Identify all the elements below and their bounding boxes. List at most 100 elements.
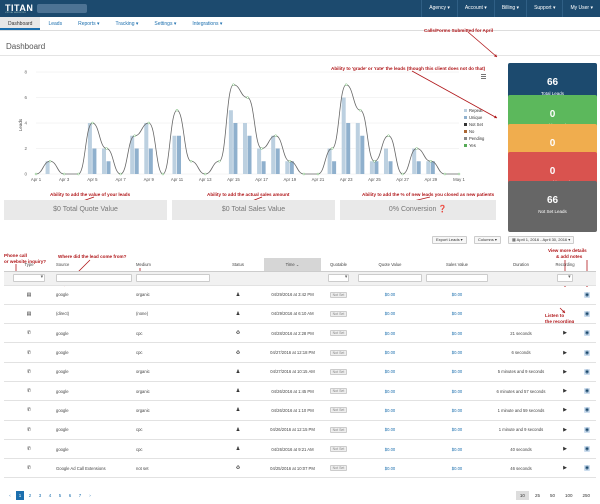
quotable-badge[interactable]: Not Set [329, 349, 348, 356]
play-recording-icon[interactable]: ▶ [563, 426, 567, 433]
per-page-option[interactable]: 50 [549, 493, 555, 498]
play-recording-icon[interactable]: ▶ [563, 330, 567, 337]
col-quote-value[interactable]: Quote Value [356, 258, 424, 272]
sales-value-cell[interactable]: $0.00 [451, 407, 463, 413]
table-row[interactable]: ▤ google organic ♟ 04/29/2016 at 3:42 PM Not … [4, 285, 596, 305]
table-row[interactable]: ✆ google organic ♟ 04/26/2016 at 1:10 PM Not … [4, 400, 596, 421]
type-icon[interactable]: ✆ [26, 407, 32, 414]
table-row[interactable]: ✆ google cpc ♟ 04/26/2016 at 12:15 PM Not Set… [4, 420, 596, 440]
quotable-badge[interactable]: Not Set [329, 388, 348, 395]
tab-settings[interactable]: Settings ▾ [154, 21, 177, 27]
view-details-icon[interactable]: ◉ [583, 426, 591, 433]
quote-value-cell[interactable]: $0.00 [384, 311, 396, 317]
quotable-filter[interactable] [327, 274, 350, 282]
quotable-badge[interactable]: Not Set [329, 407, 348, 414]
per-page-option[interactable]: 10 [515, 491, 529, 500]
view-details-icon[interactable]: ◉ [583, 330, 591, 337]
quotable-badge[interactable]: Not Set [329, 446, 348, 453]
tab-tracking[interactable]: Tracking ▾ [115, 21, 139, 27]
logo[interactable]: TITAN [5, 3, 34, 13]
play-recording-icon[interactable]: ▶ [563, 349, 567, 356]
sales-value-cell[interactable]: $0.00 [451, 311, 463, 317]
sales-value-cell[interactable]: $0.00 [451, 465, 463, 471]
page-link[interactable]: 2 [28, 493, 32, 498]
table-row[interactable]: ✆ google organic ♟ 04/26/2016 at 1:45 PM Not … [4, 381, 596, 402]
sales-value-cell[interactable]: $0.00 [451, 292, 463, 298]
per-page-option[interactable]: 250 [582, 493, 590, 498]
table-row[interactable]: ✆ Google Ad Call Extensions not set ♻ 04/25/… [4, 458, 596, 479]
page-link[interactable]: 4 [48, 493, 52, 498]
col-quotable[interactable]: Quotable [321, 258, 356, 272]
quote-value-cell[interactable]: $0.00 [384, 350, 396, 356]
tab-integrations[interactable]: Integrations ▾ [192, 21, 223, 27]
view-details-icon[interactable]: ◉ [583, 465, 591, 472]
sales-value-cell[interactable]: $0.00 [451, 330, 463, 336]
sales-value-cell[interactable]: $0.00 [451, 369, 463, 375]
play-recording-icon[interactable]: ▶ [563, 368, 567, 375]
quote-value-cell[interactable]: $0.00 [384, 465, 396, 471]
sales-value-cell[interactable]: $0.00 [451, 446, 463, 452]
page-link[interactable]: 3 [38, 493, 42, 498]
type-icon[interactable]: ✆ [26, 426, 32, 433]
quotable-badge[interactable]: Not Set [329, 368, 348, 375]
col-type[interactable]: Type [4, 258, 54, 272]
col-recording[interactable]: Recording [552, 258, 578, 272]
account-selector[interactable] [37, 4, 87, 13]
stat-not-set-leads[interactable]: 66 Not Set Leads [508, 181, 597, 232]
type-icon[interactable]: ✆ [26, 465, 32, 472]
col-source[interactable]: Source [54, 258, 134, 272]
view-details-icon[interactable]: ◉ [583, 368, 591, 375]
sales-value-cell[interactable]: $0.00 [451, 388, 463, 394]
tab-dashboard[interactable]: Dashboard [0, 17, 41, 30]
nav-agency[interactable]: Agency ▾ [421, 0, 457, 17]
play-recording-icon[interactable]: ▶ [563, 446, 567, 453]
tab-leads[interactable]: Leads [48, 21, 63, 27]
quotable-badge[interactable]: Not Set [329, 426, 348, 433]
recording-filter[interactable] [557, 274, 573, 282]
play-recording-icon[interactable]: ▶ [563, 388, 567, 395]
col-duration[interactable]: Duration [490, 258, 552, 272]
quote-value-cell[interactable]: $0.00 [384, 330, 396, 336]
page-link[interactable]: › [89, 493, 91, 498]
view-details-icon[interactable]: ◉ [583, 349, 591, 356]
view-details-icon[interactable]: ◉ [583, 407, 591, 414]
type-icon[interactable]: ✆ [26, 388, 32, 395]
quotable-badge[interactable]: Not Set [329, 465, 348, 472]
type-icon[interactable]: ▤ [26, 291, 32, 298]
quotable-badge[interactable]: Not Set [329, 291, 348, 298]
nav-account[interactable]: Account ▾ [456, 0, 494, 17]
type-icon[interactable]: ▤ [26, 310, 32, 317]
view-details-icon[interactable]: ◉ [583, 310, 591, 317]
per-page-option[interactable]: 100 [564, 493, 573, 498]
table-row[interactable]: ▤ (direct) (none) ♟ 04/29/2016 at 6:10 AM Not… [4, 304, 596, 325]
view-details-icon[interactable]: ◉ [583, 446, 591, 453]
col-medium[interactable]: Medium [134, 258, 212, 272]
export-leads-button[interactable]: Export Leads ▾ [432, 236, 467, 244]
col-status[interactable]: Status [212, 258, 264, 272]
page-link[interactable]: 7 [78, 493, 82, 498]
quote-value-cell[interactable]: $0.00 [384, 407, 396, 413]
nav-my-user[interactable]: My User ▾ [562, 0, 600, 17]
view-details-icon[interactable]: ◉ [583, 388, 591, 395]
page-link[interactable]: ‹ [9, 493, 11, 498]
type-icon[interactable]: ✆ [26, 368, 32, 375]
tab-reports[interactable]: Reports ▾ [78, 21, 100, 27]
date-range-picker[interactable]: ▦ April 1, 2016 - April 30, 2016 ▾ [508, 236, 575, 244]
per-page-option[interactable]: 25 [534, 493, 540, 498]
quotable-badge[interactable]: Not Set [329, 330, 348, 337]
type-icon[interactable]: ✆ [26, 446, 32, 453]
sales-value-cell[interactable]: $0.00 [451, 350, 463, 356]
view-details-icon[interactable]: ◉ [583, 291, 591, 298]
page-link[interactable]: 1 [16, 491, 24, 500]
quote-value-cell[interactable]: $0.00 [384, 292, 396, 298]
nav-billing[interactable]: Billing ▾ [493, 0, 526, 17]
columns-button[interactable]: Columns ▾ [474, 236, 501, 244]
quote-value-cell[interactable]: $0.00 [384, 388, 396, 394]
type-filter[interactable] [12, 274, 46, 282]
sales-value-filter[interactable] [426, 274, 488, 282]
col-sales-value[interactable]: Sales Value [424, 258, 490, 272]
play-recording-icon[interactable]: ▶ [563, 407, 567, 414]
type-icon[interactable]: ✆ [26, 349, 32, 356]
table-row[interactable]: ✆ google cpc ♟ 04/26/2016 at 9:21 AM Not Set $… [4, 439, 596, 460]
table-row[interactable]: ✆ google cpc ♻ 04/28/2016 at 2:28 PM Not Set $… [4, 323, 596, 344]
